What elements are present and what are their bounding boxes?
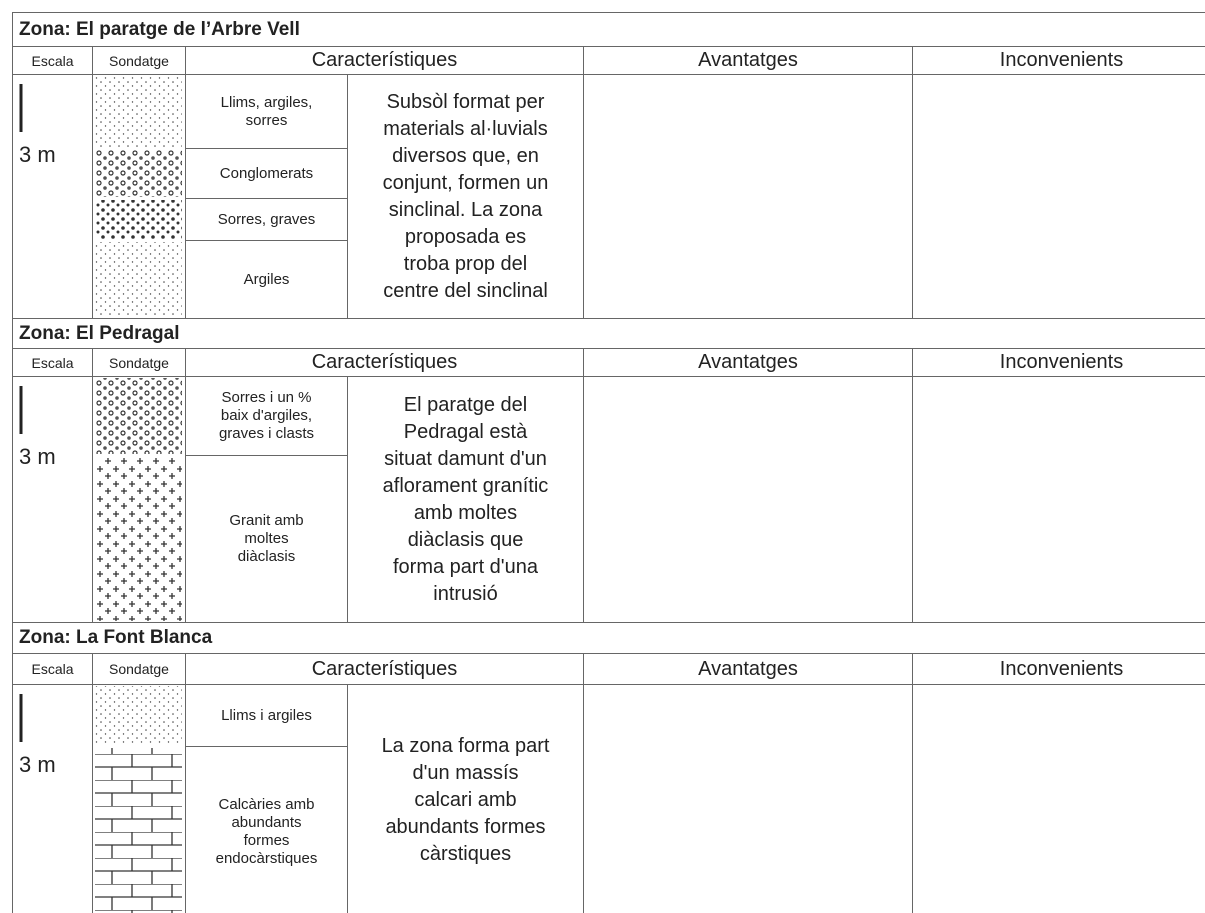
zone-title: Zona: La Font Blanca [12,622,1205,654]
inconvenients-cell [912,376,1205,623]
header-cell: Avantatges [583,653,913,685]
header-cell: Escala [12,653,93,685]
header-cell: Escala [12,46,93,75]
description: La zona forma part d'un massís calcari amb… [347,684,584,913]
description-line: abundants formes [385,816,546,838]
inconvenients-cell [912,74,1205,319]
avantatges-cell [583,74,913,319]
header-cell: Inconvenients [912,46,1205,75]
description-line: aflorament granític [382,474,549,497]
description-line: conjunt, formen un [382,171,549,194]
scale-label: 3 m [19,752,56,777]
description-line: Subsòl format per [386,90,545,113]
description: Subsòl format per materials al·luvials div… [347,74,584,319]
header-cell: Característiques [185,46,584,75]
description-line: diversos que, en [392,144,539,167]
description-line: El paratge del [403,393,528,416]
sondatge-cell [92,376,186,623]
layer-label: Granit amb moltes diàclasis [185,455,348,623]
scale-cell [12,684,93,913]
layer-label: Sorres, graves [185,198,348,241]
inconvenients-cell [912,684,1205,913]
description-line: situat damunt d'un [384,447,547,470]
layer-label: Sorres i un % baix d'argiles, graves i c… [185,376,348,456]
layer-label: Llims i argiles [185,684,348,747]
description-line: proposada es [404,225,527,248]
scale-label: 3 m [19,142,56,167]
description-line: La zona forma part [381,735,550,757]
description: El paratge del Pedragal està situat damunt… [347,376,584,623]
description-line: centre del sinclinal [383,279,548,302]
zone-title: Zona: El Pedragal [12,318,1205,349]
header-cell: Característiques [185,348,584,377]
header-cell: Sondatge [92,46,186,75]
layer-label: Calcàries amb abundants formes endocàrst… [185,746,348,913]
avantatges-cell [583,376,913,623]
header-cell: Avantatges [583,348,913,377]
layer-label: Conglomerats [185,148,348,199]
header-cell: Avantatges [583,46,913,75]
layer-label: Argiles [185,240,348,319]
description-line: amb moltes [413,501,518,524]
header-cell: Inconvenients [912,653,1205,685]
description-line: materials al·luvials [383,117,548,140]
header-cell: Característiques [185,653,584,685]
description-line: sinclinal. La zona [388,198,543,221]
description-line: diàclasis que [407,528,524,551]
description-line: forma part d'una [392,555,538,578]
header-cell: Inconvenients [912,348,1205,377]
description-line: Pedragal està [403,420,528,443]
description-line: intrusió [433,582,498,605]
header-cell: Sondatge [92,348,186,377]
header-cell: Sondatge [92,653,186,685]
layer-label: Llims, argiles, sorres [185,74,348,149]
scale-cell [12,376,93,623]
sondatge-cell [92,684,186,913]
description-line: càrstiques [419,843,512,865]
description-line: calcari amb [414,789,517,811]
description-line: d'un massís [412,762,519,784]
scale-cell [12,74,93,319]
zone-title: Zona: El paratge de l’Arbre Vell [12,12,1205,47]
header-cell: Escala [12,348,93,377]
description-line: troba prop del [403,252,528,275]
avantatges-cell [583,684,913,913]
sondatge-cell [92,74,186,319]
scale-label: 3 m [19,444,56,469]
